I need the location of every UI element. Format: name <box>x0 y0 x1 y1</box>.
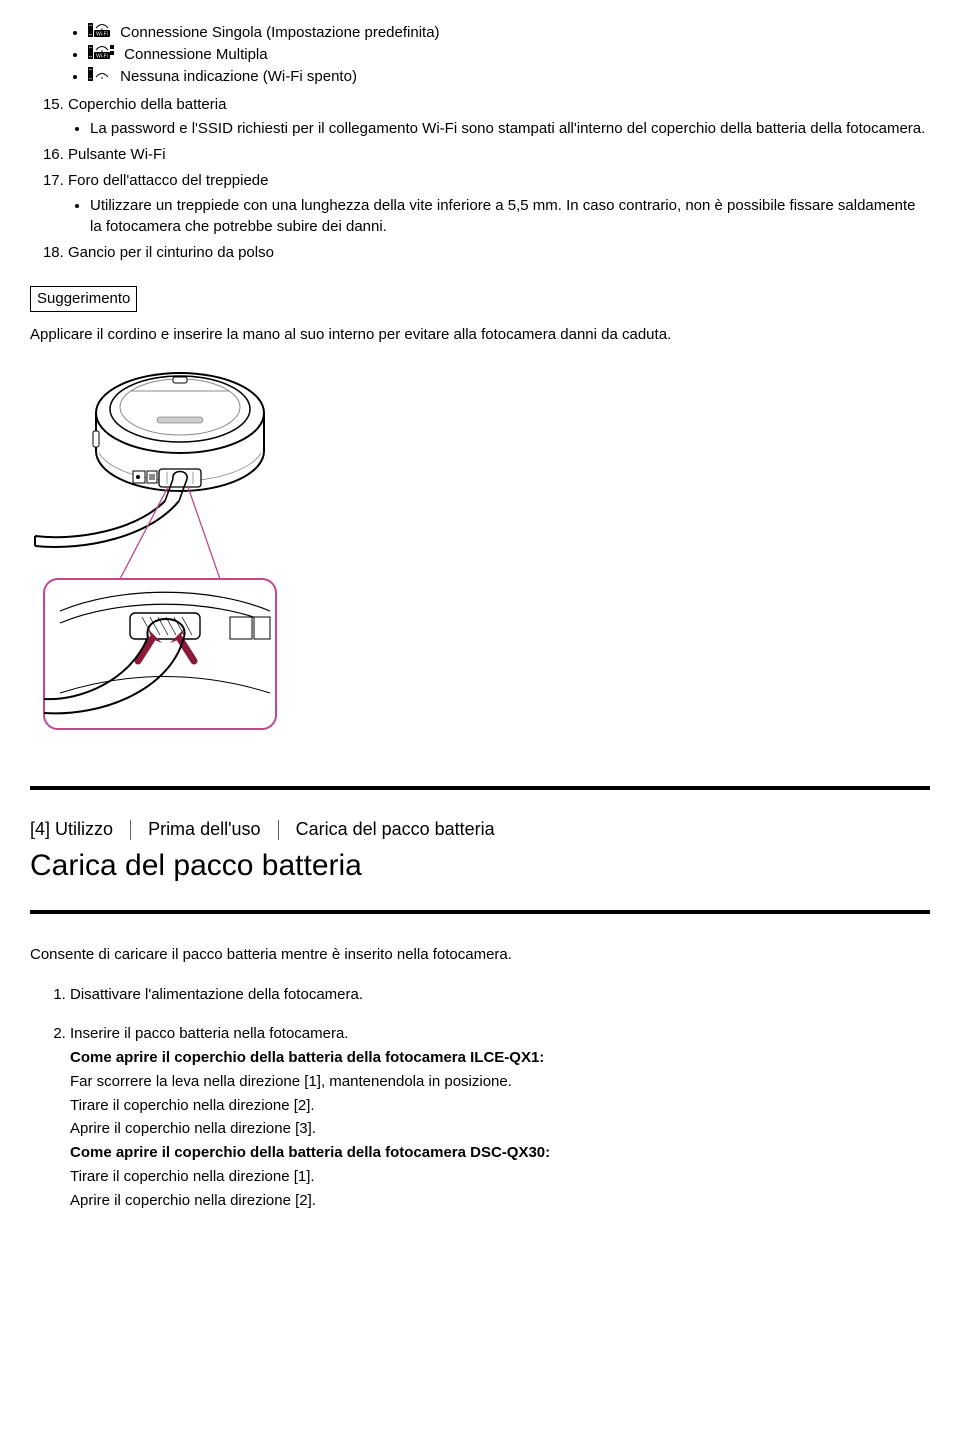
breadcrumb-a: [4] Utilizzo <box>30 819 113 839</box>
wifi-off-icon <box>88 66 110 88</box>
step1-text: Disattivare l'alimentazione della fotoca… <box>70 986 363 1003</box>
item14-sub3-text: Nessuna indicazione (Wi-Fi spento) <box>120 68 357 85</box>
step2-l5: Aprire il coperchio nella direzione [3]. <box>70 1118 930 1140</box>
item14-sub1-text: Connessione Singola (Impostazione predef… <box>120 24 439 41</box>
section-divider-bottom <box>30 910 930 914</box>
list-item: Wi-Fi Connessione Singola (Impostazione … <box>88 22 930 44</box>
wifi-single-icon: Wi-Fi <box>88 22 110 44</box>
breadcrumb: [4] Utilizzo Prima dell'uso Carica del p… <box>30 816 930 842</box>
parts-list: Coperchio della batteria La password e l… <box>30 94 930 264</box>
item17: Foro dell'attacco del treppiede Utilizza… <box>68 170 930 238</box>
item18-title: Gancio per il cinturino da polso <box>68 244 274 261</box>
item17-sub: Utilizzare un treppiede con una lunghezz… <box>90 195 930 239</box>
intro-text: Consente di caricare il pacco batteria m… <box>30 944 930 966</box>
tip-text: Applicare il cordino e inserire la mano … <box>30 324 930 346</box>
item16: Pulsante Wi-Fi <box>68 144 930 166</box>
wifi-multi-icon: Wi-Fi <box>88 44 114 66</box>
svg-text:Wi-Fi: Wi-Fi <box>96 32 108 38</box>
section-title: Carica del pacco batteria <box>30 844 930 888</box>
item14-sub2-text: Connessione Multipla <box>124 46 267 63</box>
list-item: Wi-Fi Connessione Multipla <box>88 44 930 66</box>
tip-label: Suggerimento <box>30 286 137 312</box>
item15-title: Coperchio della batteria <box>68 96 226 113</box>
breadcrumb-b: Prima dell'uso <box>148 819 260 839</box>
step-2: Inserire il pacco batteria nella fotocam… <box>70 1023 930 1211</box>
item16-title: Pulsante Wi-Fi <box>68 146 166 163</box>
item17-title: Foro dell'attacco del treppiede <box>68 172 269 189</box>
item15: Coperchio della batteria La password e l… <box>68 94 930 141</box>
step2-l1: Inserire il pacco batteria nella fotocam… <box>70 1023 930 1045</box>
step2-l7: Tirare il coperchio nella direzione [1]. <box>70 1166 930 1188</box>
breadcrumb-c: Carica del pacco batteria <box>296 819 495 839</box>
step2-l2: Come aprire il coperchio della batteria … <box>70 1047 930 1069</box>
step-1: Disattivare l'alimentazione della fotoca… <box>70 984 930 1006</box>
strap-figure <box>30 361 930 748</box>
list-item: Nessuna indicazione (Wi-Fi spento) <box>88 66 930 88</box>
breadcrumb-sep <box>278 820 279 840</box>
section-divider-top <box>30 786 930 790</box>
item14-sublist: Wi-Fi Connessione Singola (Impostazione … <box>30 22 930 88</box>
step2-l6: Come aprire il coperchio della batteria … <box>70 1142 930 1164</box>
svg-text:Wi-Fi: Wi-Fi <box>96 54 108 60</box>
step2-l4: Tirare il coperchio nella direzione [2]. <box>70 1095 930 1117</box>
breadcrumb-sep <box>130 820 131 840</box>
item15-sub: La password e l'SSID richiesti per il co… <box>90 118 930 140</box>
item18: Gancio per il cinturino da polso <box>68 242 930 264</box>
step2-l8: Aprire il coperchio nella direzione [2]. <box>70 1190 930 1212</box>
step2-l3: Far scorrere la leva nella direzione [1]… <box>70 1071 930 1093</box>
steps-list: Disattivare l'alimentazione della fotoca… <box>30 984 930 1212</box>
